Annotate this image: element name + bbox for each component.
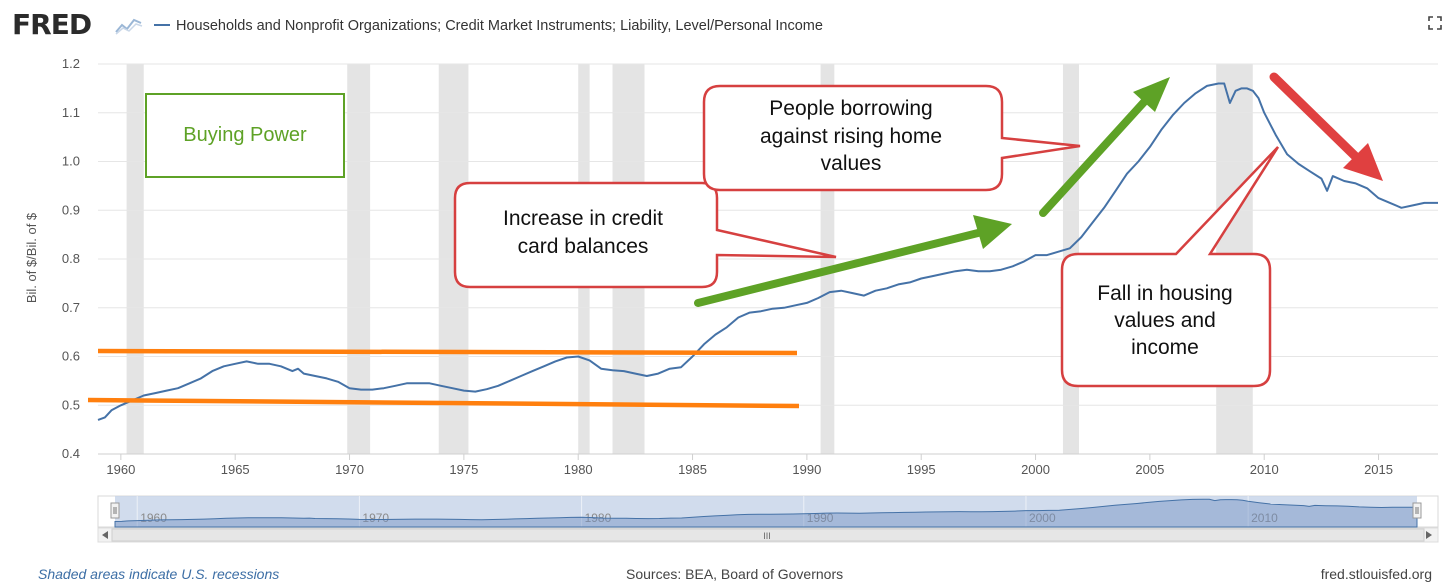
x-tick-label: 2015 [1364,462,1393,477]
fred-logo[interactable]: FRED [12,8,92,41]
callout-borrowing-line-3: values [821,152,882,175]
y-tick-label: 0.7 [62,300,80,315]
x-tick-label: 1970 [335,462,364,477]
buying-power-label: Buying Power [183,124,307,146]
navigator[interactable]: 1960 1970 1980 1990 2000 2010 [97,495,1439,528]
sources-note: Sources: BEA, Board of Governors [626,566,844,582]
orange-trend-line-upper [97,348,798,356]
x-tick-label: 2000 [1021,462,1050,477]
red-arrow [1269,72,1383,181]
chart-header: FRED Households and Nonprofit Organizati… [0,0,1454,50]
callout-credit-card: Increase in credit card balances [453,181,837,289]
x-tick-label: 1965 [221,462,250,477]
y-axis-ticks: 0.4 0.5 0.6 0.7 0.8 0.9 1.0 1.1 1.2 [62,56,80,461]
y-tick-label: 0.5 [62,397,80,412]
x-tick-label: 1985 [678,462,707,477]
y-tick-label: 1.1 [62,105,80,120]
x-tick-label: 2005 [1135,462,1164,477]
buying-power-box [145,93,345,178]
scrollbar-grip: III [763,531,771,541]
green-arrow-2 [1039,77,1170,217]
x-tick-label: 1995 [907,462,936,477]
y-tick-label: 0.4 [62,446,80,461]
callout-borrowing: People borrowing against rising home val… [702,84,1081,192]
navigator-tick-label: 1960 [140,511,167,525]
x-tick-label: 2010 [1250,462,1279,477]
scrollbar[interactable]: III [97,527,1439,543]
x-tick-label: 1980 [564,462,593,477]
scroll-left-arrow-icon[interactable] [102,531,108,539]
callout-fall-line-1: Fall in housing [1097,282,1232,305]
fullscreen-icon[interactable] [1428,16,1442,30]
series-legend: Households and Nonprofit Organizations; … [154,18,823,34]
navigator-handle-left[interactable] [110,502,120,519]
navigator-selection[interactable] [115,496,1417,527]
callout-fall: Fall in housing values and income [1060,146,1280,388]
y-tick-label: 0.8 [62,251,80,266]
callout-fall-line-3: income [1131,336,1199,359]
y-tick-label: 1.2 [62,56,80,71]
trend-line-icon [114,14,144,36]
x-tick-label: 1975 [449,462,478,477]
y-axis-label: Bil. of $/Bil. of $ [24,212,39,303]
navigator-handle-right[interactable] [1412,502,1422,519]
series-title: Households and Nonprofit Organizations; … [176,18,823,34]
callout-borrowing-line-2: against rising home [760,125,942,148]
series [97,82,1438,421]
navigator-tick-label: 2010 [1251,511,1278,525]
green-arrow-1 [694,215,1012,307]
series-line [97,82,1438,421]
scrollbar-thumb[interactable] [111,528,1425,542]
site-link[interactable]: fred.stlouisfed.org [1320,566,1432,582]
callout-borrowing-line-1: People borrowing [769,97,932,120]
callout-fall-line-2: values and [1114,309,1216,332]
y-tick-label: 0.6 [62,349,80,364]
navigator-area [114,498,1418,528]
y-tick-label: 0.9 [62,202,80,217]
callout-credit-card-line-2: card balances [518,235,649,258]
scroll-right-arrow-icon[interactable] [1426,531,1432,539]
x-axis-ticks: 1960 1965 1970 1975 1980 1985 1990 1995 2000 2005… [106,454,1393,477]
y-tick-label: 1.0 [62,154,80,169]
callout-credit-card-line-1: Increase in credit [503,207,663,230]
navigator-tick-label: 1970 [362,511,389,525]
navigator-tick-label: 1990 [807,511,834,525]
navigator-tick-label: 2000 [1029,511,1056,525]
x-tick-label: 1960 [106,462,135,477]
recessions-note: Shaded areas indicate U.S. recessions [38,566,280,582]
series-line-swatch [154,24,170,27]
navigator-ticks: 1960 1970 1980 1990 2000 2010 [136,496,1278,527]
x-tick-label: 1990 [792,462,821,477]
orange-trend-line-lower [87,397,800,409]
